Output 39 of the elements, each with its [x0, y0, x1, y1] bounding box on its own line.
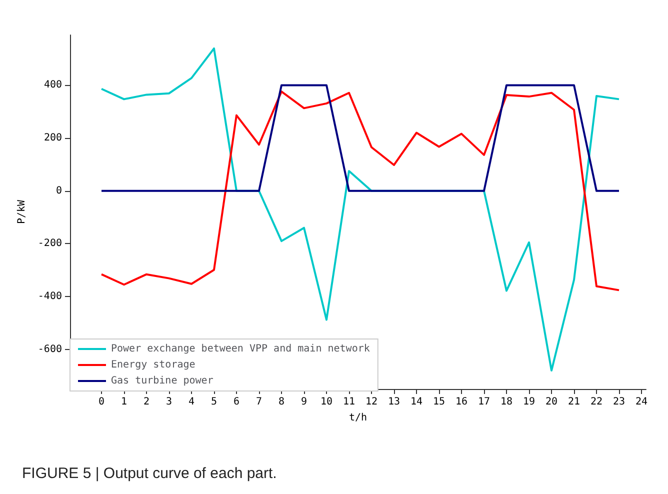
y-tick-label: 200: [44, 132, 62, 144]
x-tick-label: 16: [455, 396, 468, 408]
x-tick-label: 17: [478, 396, 490, 408]
legend-label: Power exchange between VPP and main network: [111, 344, 370, 354]
y-tick-label: -600: [38, 344, 62, 355]
x-tick-label: 18: [500, 396, 513, 408]
x-tick-label: 5: [210, 396, 218, 408]
caption: FIGURE 5 | Output curve of each part.: [22, 465, 277, 482]
legend-label: Gas turbine power: [111, 376, 214, 386]
y-tick-label: 400: [44, 80, 62, 91]
y-axis-title: P/kW: [16, 198, 28, 224]
x-tick-label: 3: [166, 396, 172, 408]
x-tick-label: 8: [278, 396, 285, 408]
y-tick-label: -200: [38, 238, 62, 250]
x-tick-label: 13: [388, 396, 400, 408]
legend-label: Energy storage: [111, 360, 196, 370]
x-tick-label: 2: [143, 396, 150, 408]
x-tick-label: 10: [320, 396, 333, 408]
y-tick-label: -400: [38, 291, 62, 302]
x-tick-label: 15: [432, 396, 446, 408]
x-tick-label: 4: [188, 396, 195, 408]
x-tick-label: 12: [365, 396, 378, 408]
x-tick-label: 7: [256, 396, 262, 408]
x-tick-label: 11: [342, 396, 356, 408]
x-tick-label: 14: [410, 396, 423, 408]
line-series: [100, 47, 620, 372]
x-tick-label: 21: [568, 396, 580, 408]
x-tick-label: 20: [545, 396, 558, 408]
x-tick-label: 6: [233, 396, 240, 408]
y-tick-label: 0: [56, 185, 62, 196]
x-tick-label: 24: [635, 396, 648, 408]
line-series: [100, 90, 620, 292]
x-tick-label: 19: [522, 396, 536, 408]
x-tick-label: 9: [300, 396, 308, 408]
x-axis-title: t/h: [348, 412, 368, 424]
x-tick-label: 22: [590, 396, 603, 408]
x-tick-label: 1: [120, 396, 128, 408]
x-tick-label: 23: [612, 396, 626, 408]
x-tick-label: 0: [98, 396, 105, 408]
